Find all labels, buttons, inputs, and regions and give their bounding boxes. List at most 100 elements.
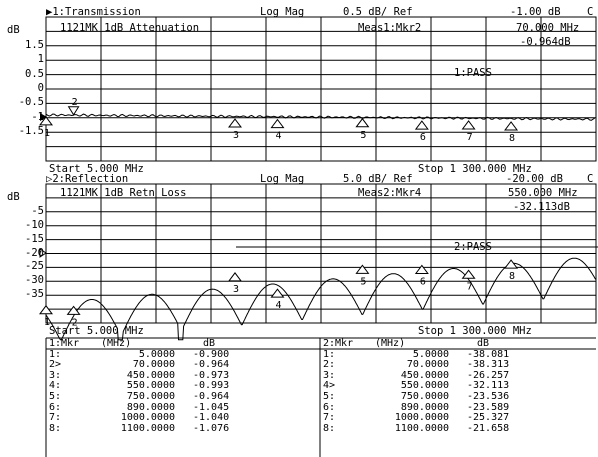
ch2-marker-value: -32.113dB	[513, 201, 570, 213]
table-row: 1: 5.0000 -0.900	[49, 348, 230, 360]
marker-3-label: 3	[233, 130, 239, 141]
ch1-marker-table: 1:Mkr (MHz) dB 1: 5.0000 -0.900 2> 70.0000 -0…	[49, 338, 263, 434]
marker-8-label: 8	[509, 133, 515, 144]
ch2-format: Log Mag	[260, 173, 305, 185]
table-row: 6: 890.0000 -1.045	[49, 401, 230, 413]
ch1-trace	[45, 113, 595, 121]
marker-5-label: 5	[360, 130, 366, 141]
ch1-correction-flag: C	[587, 6, 594, 18]
marker-4-label: 4	[275, 300, 281, 311]
ch2-header: ▷2:Reflection	[46, 173, 129, 185]
marker-2-icon	[67, 106, 80, 116]
table-row: 4> 550.0000 -32.113	[323, 380, 510, 392]
ch1-marker-freq: 70.000 MHz	[516, 22, 580, 34]
ch2-title: 1121MK 1dB Retn Loss	[60, 187, 187, 199]
ch2-correction-flag: C	[587, 173, 594, 185]
ch1-ref-pointer-icon	[40, 113, 47, 121]
ch1-meas: Meas1:Mkr2	[358, 22, 422, 34]
y-tick-label: -5	[31, 204, 44, 217]
marker-4-icon	[270, 288, 285, 298]
ch1-ref-value: -1.00 dB	[510, 6, 561, 18]
table-row: 6: 890.0000 -23.589	[323, 401, 510, 413]
y-tick-label: 1.5	[25, 38, 44, 51]
ch1-format: Log Mag	[260, 6, 305, 18]
marker-1-icon	[39, 304, 53, 315]
ch1-grid	[45, 16, 597, 162]
ch2-start: Start 5.000 MHz	[49, 325, 144, 337]
marker-3-icon	[227, 272, 242, 282]
marker-table-frame	[45, 337, 596, 457]
marker-4-label: 4	[275, 131, 281, 142]
marker-2-icon	[66, 305, 81, 315]
marker-6-icon	[414, 120, 429, 130]
table-header: 1:Mkr (MHz) dB	[49, 338, 216, 349]
marker-4-icon	[270, 118, 285, 129]
table-row: 3: 450.0000 -0.973	[49, 369, 230, 381]
ch2-scale: 5.0 dB/ Ref	[343, 173, 413, 185]
y-tick-label: -15	[25, 232, 44, 245]
ch2-markers: 1 2 3 4 5 6 7 8	[39, 259, 519, 328]
marker-6-label: 6	[420, 132, 426, 143]
table-header: 2:Mkr (MHz) dB	[323, 338, 490, 349]
ch1-title: 1121MK 1dB Attenuation	[60, 22, 200, 34]
ch2-stop: Stop 1 300.000 MHz	[418, 325, 532, 337]
y-tick-label: 0.5	[25, 67, 44, 80]
ch1-start: Start 5.000 MHz	[49, 163, 144, 175]
marker-7-icon	[461, 120, 476, 130]
y-tick-label: -0.5	[18, 96, 44, 109]
ch1-y-unit: dB	[7, 24, 20, 36]
y-tick-label: -30	[25, 274, 44, 287]
table-row: 4: 550.0000 -0.993	[49, 380, 230, 392]
marker-1-label: 1	[44, 317, 50, 328]
y-tick-label: -1	[31, 110, 44, 123]
marker-3-label: 3	[233, 284, 239, 295]
table-row: 3: 450.0000 -26.257	[323, 369, 510, 381]
table-row: 7: 1000.0000 -25.327	[323, 412, 510, 424]
y-tick-label: -10	[25, 218, 44, 231]
table-row: 1: 5.0000 -38.081	[323, 348, 510, 360]
marker-8-icon	[504, 259, 519, 269]
marker-7-label: 7	[467, 281, 473, 292]
ch2-ref-pointer-icon	[39, 248, 47, 258]
marker-6-label: 6	[420, 276, 426, 287]
ch1-marker-value: -0.964dB	[520, 36, 571, 48]
ch2-marker-table: 2:Mkr (MHz) dB 1: 5.0000 -38.081 2: 70.0000-…	[323, 338, 537, 434]
marker-5-label: 5	[360, 276, 366, 287]
y-tick-label: -25	[25, 260, 44, 273]
marker-3-icon	[227, 118, 242, 128]
marker-1-label: 1	[44, 128, 50, 139]
ch2-y-unit: dB	[7, 191, 20, 203]
ch2-ref-value: -20.00 dB	[506, 173, 563, 185]
table-row: 7: 1000.0000 -1.040	[49, 412, 230, 424]
table-row: 8: 1100.0000 -1.076	[49, 422, 230, 434]
marker-2-label: 2	[72, 317, 78, 328]
marker-6-icon	[414, 264, 429, 274]
marker-7-label: 7	[467, 132, 473, 143]
table-row: 2> 70.0000 -0.964	[49, 359, 230, 371]
y-tick-label: 1	[37, 53, 44, 66]
y-tick-label: 0	[37, 82, 44, 94]
ch2-marker-freq: 550.000 MHz	[508, 187, 578, 199]
ch1-pass: 1:PASS	[454, 67, 492, 79]
table-row: 8: 1100.0000 -21.658	[323, 422, 510, 434]
ch2-trace	[45, 257, 597, 341]
y-tick-label: -20	[25, 246, 44, 259]
ch1-scale: 0.5 dB/ Ref	[343, 6, 413, 18]
table-row: 5: 750.0000 -0.964	[49, 390, 230, 402]
marker-8-icon	[504, 121, 519, 131]
marker-5-icon	[355, 264, 370, 274]
marker-1-icon	[39, 116, 53, 126]
marker-8-label: 8	[509, 271, 515, 282]
y-tick-label: -35	[25, 288, 44, 301]
marker-2-label: 2	[72, 97, 78, 108]
y-tick-label: -1.5	[18, 125, 44, 138]
ch1-stop: Stop 1 300.000 MHz	[418, 163, 532, 175]
ch1-header: ▶1:Transmission	[46, 6, 141, 18]
marker-7-icon	[461, 269, 476, 279]
table-row: 5: 750.0000 -23.536	[323, 390, 510, 402]
table-row: 2: 70.0000 -38.313	[323, 359, 510, 371]
ch1-markers: 1 2 3 4 5 6 7 8	[39, 97, 519, 144]
marker-5-icon	[355, 117, 370, 128]
ch2-meas: Meas2:Mkr4	[358, 187, 422, 199]
